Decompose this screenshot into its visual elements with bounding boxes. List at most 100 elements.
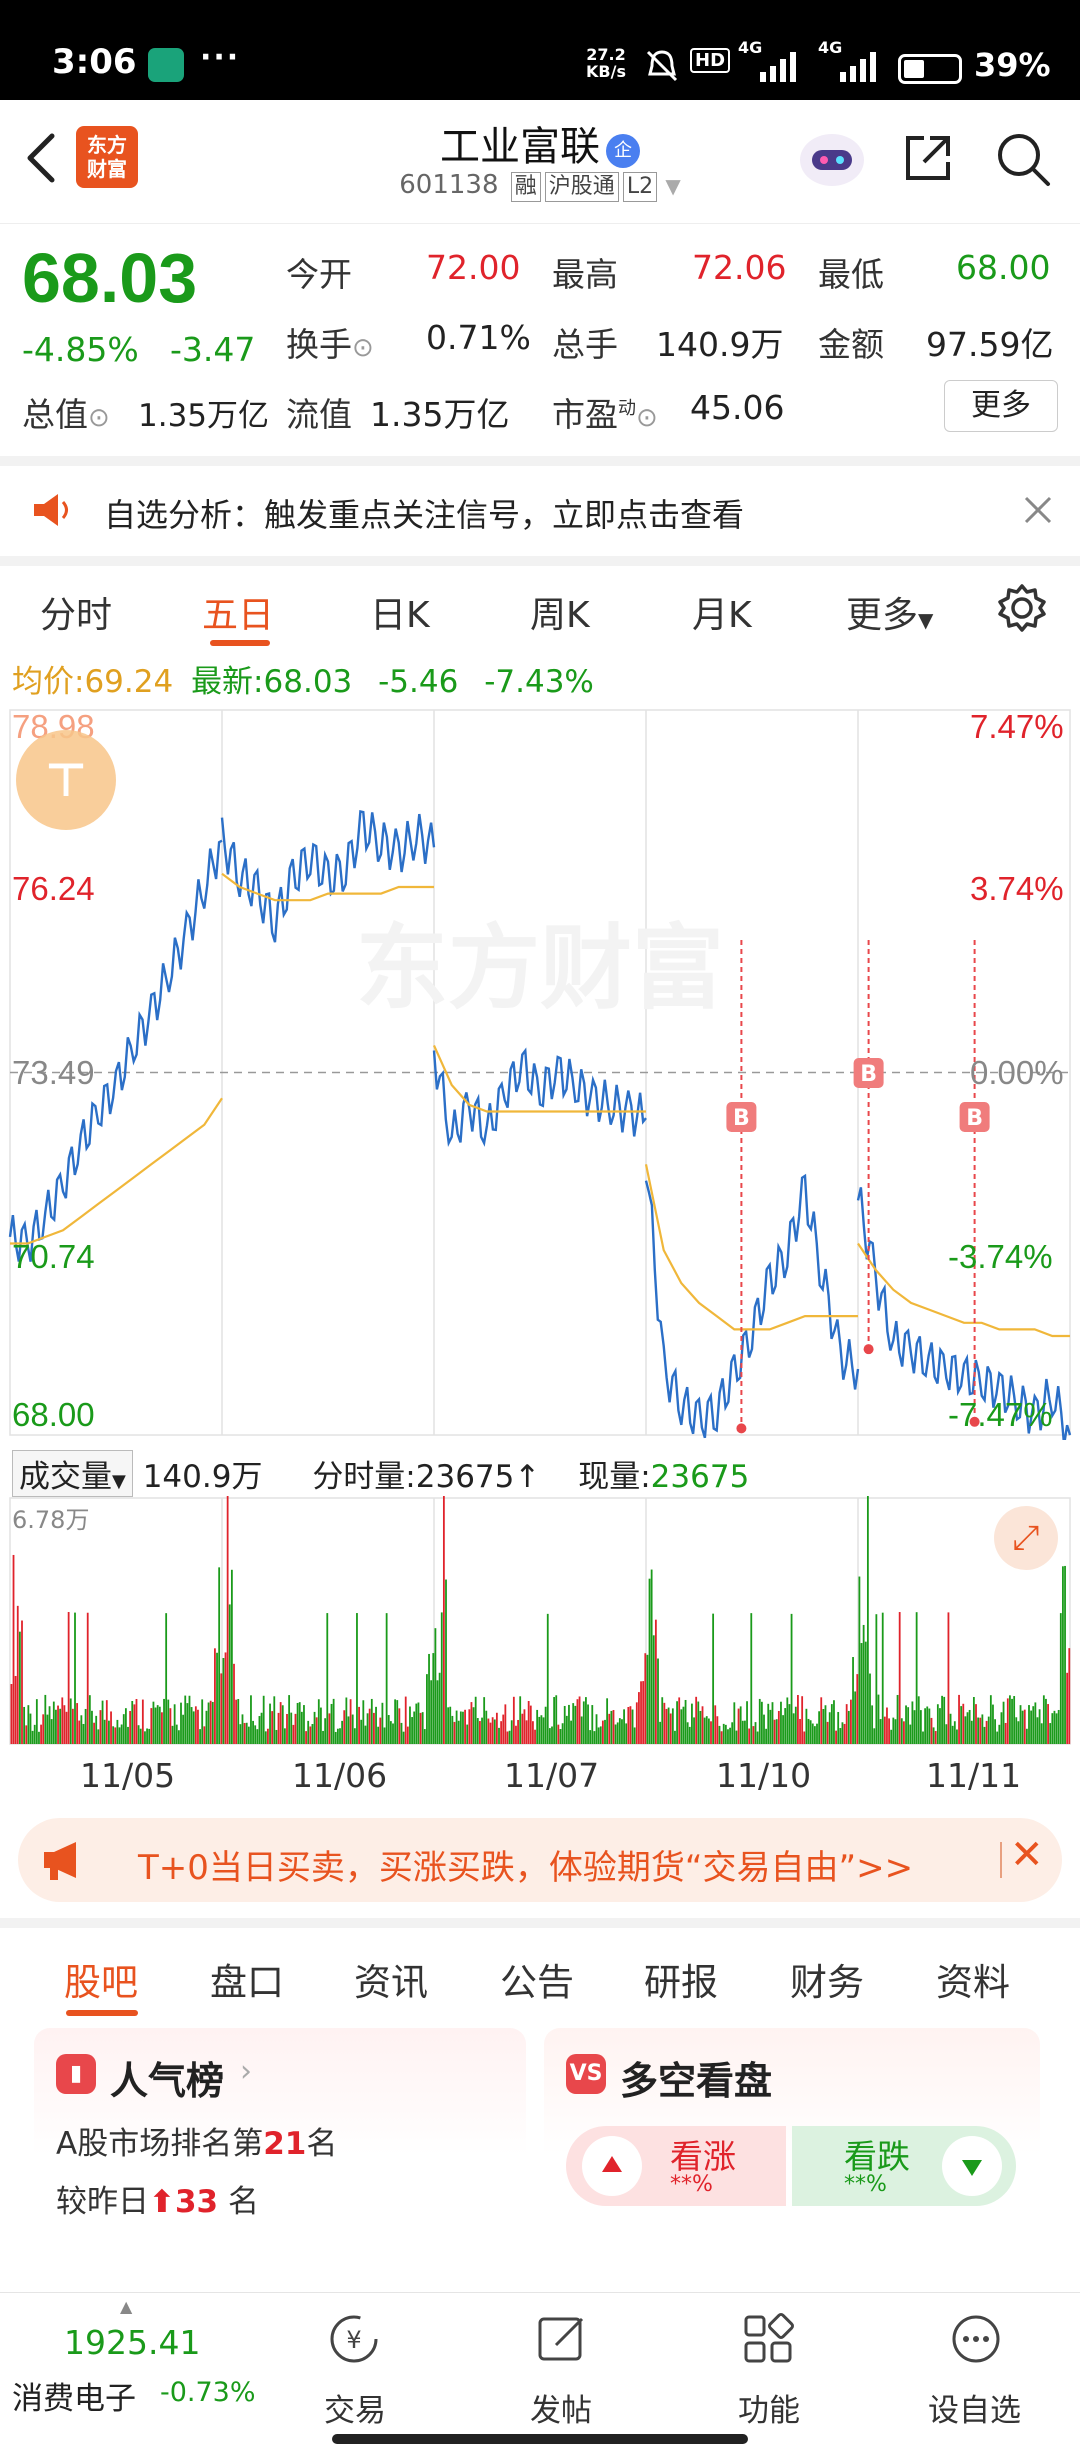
more-button[interactable]: 更多 xyxy=(944,380,1058,432)
y-label-left-2: 73.49 xyxy=(12,1054,95,1091)
volume-bar xyxy=(190,1707,193,1744)
volume-selector[interactable]: 成交量▼ xyxy=(12,1450,133,1497)
volume-bar xyxy=(506,1731,509,1744)
caret-up-icon[interactable]: ▲ xyxy=(120,2297,133,2316)
alert-banner[interactable]: 自选分析：触发重点关注信号，立即点击查看 xyxy=(0,456,1080,548)
trade-icon[interactable]: ¥ xyxy=(326,2311,382,2367)
volume-bar xyxy=(122,1714,125,1744)
search-icon[interactable] xyxy=(994,130,1052,188)
volume-bar xyxy=(618,1718,621,1744)
volume-bar xyxy=(508,1730,511,1744)
volume-bar xyxy=(894,1719,897,1744)
volume-bar xyxy=(286,1713,288,1744)
tab-finance[interactable]: 财务 xyxy=(790,1961,864,2004)
info-icon[interactable]: ⊙ xyxy=(352,333,374,363)
volume-bar xyxy=(218,1567,221,1744)
tab-orderbook[interactable]: 盘口 xyxy=(210,1961,284,2004)
volume-bar xyxy=(818,1711,821,1744)
volume-bar xyxy=(648,1578,651,1744)
add-watchlist-icon[interactable] xyxy=(948,2311,1004,2367)
info-icon[interactable]: ⊙ xyxy=(88,403,110,433)
tab-five-day[interactable]: 五日 xyxy=(202,595,275,636)
float-cap-label: 流值 xyxy=(286,395,352,434)
volume-bar xyxy=(635,1702,638,1744)
tab-announcements[interactable]: 公告 xyxy=(500,1961,574,2004)
volume-bar xyxy=(811,1723,814,1744)
volume-chart-svg[interactable] xyxy=(0,1496,1080,1752)
volume-bar xyxy=(559,1729,562,1744)
volume-bar xyxy=(803,1731,806,1744)
vote-up-label: 看涨 xyxy=(670,2137,736,2176)
buy-marker-badge xyxy=(959,1102,990,1132)
sector-index-value[interactable]: 1925.41 xyxy=(64,2323,201,2362)
volume-bar xyxy=(188,1695,191,1744)
volume-bar xyxy=(296,1702,299,1744)
mute-icon xyxy=(646,50,678,82)
info-icon[interactable]: ⊙ xyxy=(636,403,658,433)
volume-bar xyxy=(684,1699,687,1744)
share-icon[interactable] xyxy=(900,130,956,186)
volume-bar xyxy=(120,1724,123,1744)
volume-bar xyxy=(1011,1698,1013,1744)
tab-monthly-k[interactable]: 月K xyxy=(692,595,752,636)
close-icon[interactable]: ✕ xyxy=(1010,1832,1044,1878)
close-icon[interactable] xyxy=(1022,494,1054,526)
functions-grid-icon[interactable] xyxy=(740,2311,796,2367)
tab-daily-k[interactable]: 日K xyxy=(370,595,430,636)
divider xyxy=(1000,1842,1002,1878)
tab-profile[interactable]: 资料 xyxy=(936,1961,1010,2004)
popularity-card[interactable]: ▮ 人气榜 › A股市场排名第21名 较昨日⬆33 名 xyxy=(34,2028,526,2240)
five-day-chart[interactable]: 东方财富 B B B 78.98 76.24 73.49 70.74 68.00 7.… xyxy=(0,700,1080,1446)
volume-bar xyxy=(294,1713,297,1744)
vote-up-button[interactable]: 看涨 **% xyxy=(566,2126,786,2206)
volume-bar xyxy=(733,1702,736,1744)
stock-code: 601138 xyxy=(399,170,499,200)
tab-intraday[interactable]: 分时 xyxy=(40,595,113,636)
volume-bar xyxy=(697,1701,700,1744)
avg-line-day-1 xyxy=(221,872,434,902)
nav-add-watchlist[interactable]: 设自选 xyxy=(928,2393,1021,2429)
stock-code-row[interactable]: 601138 融沪股通 L2 ▼ xyxy=(0,170,1080,202)
stock-title[interactable]: 工业富联企 xyxy=(0,114,1080,172)
expand-icon[interactable]: ⤢ xyxy=(994,1506,1058,1570)
nav-functions[interactable]: 功能 xyxy=(738,2393,800,2429)
tab-forum[interactable]: 股吧 xyxy=(64,1961,138,2004)
bull-bear-card[interactable]: VS 多空看盘 看涨 **% 看跌 **% xyxy=(544,2028,1040,2240)
volume-bar xyxy=(992,1704,994,1744)
volume-bar xyxy=(129,1710,132,1744)
volume-bar xyxy=(413,1711,416,1744)
dropdown-arrow-icon: ▼ xyxy=(112,1471,126,1492)
tab-research[interactable]: 研报 xyxy=(644,1961,718,2004)
tab-news[interactable]: 资讯 xyxy=(354,1961,428,2004)
sector-name[interactable]: 消费电子 xyxy=(12,2381,136,2417)
volume-bar xyxy=(1015,1717,1018,1744)
volume-bar xyxy=(97,1729,100,1744)
tab-more[interactable]: 更多▼ xyxy=(846,595,934,636)
futures-promo-banner[interactable]: T+0当日买卖，买涨买跌，体验期货“交易自由”>> ✕ xyxy=(18,1818,1062,1902)
volume-bar xyxy=(1066,1672,1069,1744)
robot-assistant-icon[interactable] xyxy=(796,126,868,190)
settings-gear-icon[interactable] xyxy=(996,582,1048,634)
vote-down-button[interactable]: 看跌 **% xyxy=(792,2126,1016,2206)
app-logo[interactable]: 东方 财富 xyxy=(76,126,138,188)
volume-bar xyxy=(873,1728,876,1744)
post-edit-icon[interactable] xyxy=(534,2311,590,2367)
volume-bar xyxy=(551,1726,553,1744)
float-toggle-icon[interactable]: ⊤ xyxy=(16,730,116,830)
volume-bar xyxy=(1006,1698,1009,1744)
tab-weekly-k[interactable]: 周K xyxy=(530,595,590,636)
volume-bar xyxy=(105,1700,108,1744)
volume-bar xyxy=(750,1613,753,1744)
volume-bar xyxy=(495,1712,498,1744)
volume-bar xyxy=(926,1706,929,1744)
volume-bar xyxy=(59,1708,62,1744)
volume-bar xyxy=(468,1709,471,1744)
back-icon[interactable] xyxy=(20,130,60,186)
now-volume-label: 现量: xyxy=(578,1459,651,1495)
volume-bar xyxy=(529,1705,532,1744)
volume-bar xyxy=(245,1722,248,1744)
nav-post[interactable]: 发帖 xyxy=(530,2393,592,2429)
volume-bar xyxy=(714,1705,717,1744)
nav-trade[interactable]: 交易 xyxy=(324,2393,386,2429)
volume-bar xyxy=(243,1722,246,1744)
